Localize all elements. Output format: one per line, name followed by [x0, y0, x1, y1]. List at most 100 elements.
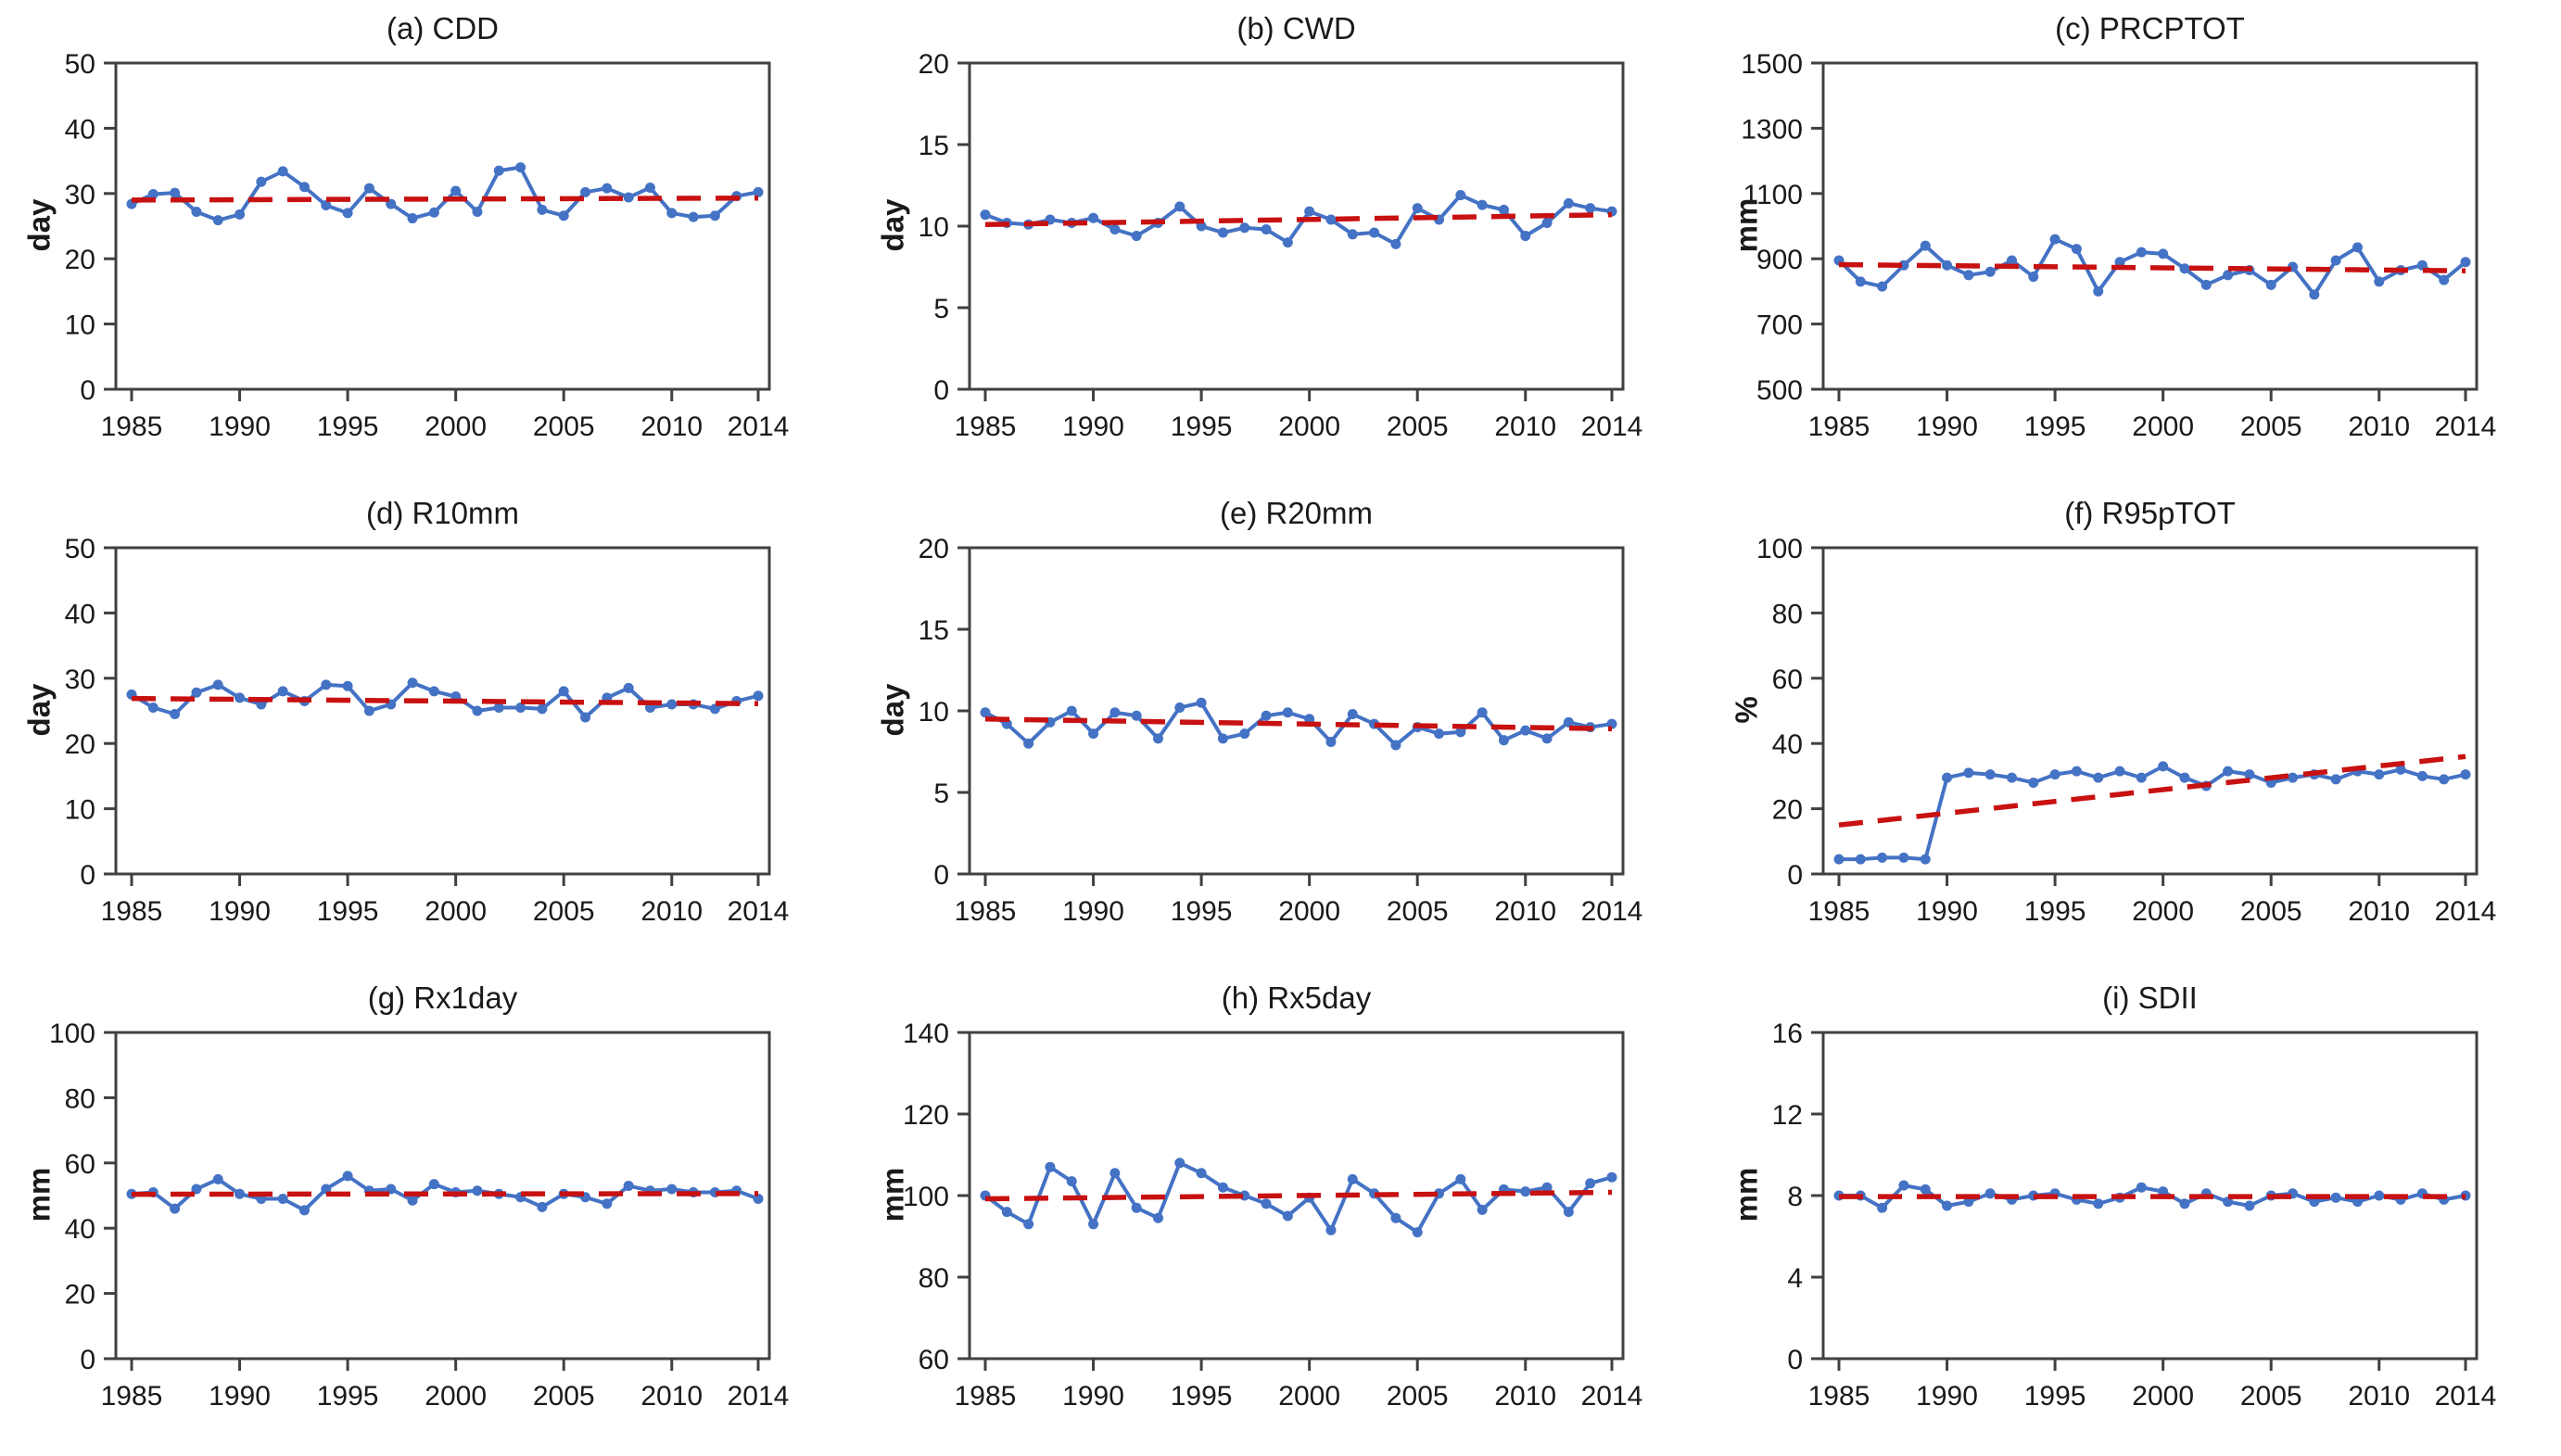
svg-text:2005: 2005 [533, 411, 595, 442]
svg-text:2000: 2000 [1278, 896, 1340, 927]
svg-text:20: 20 [919, 534, 949, 564]
svg-text:50: 50 [65, 49, 95, 80]
svg-text:1985: 1985 [101, 896, 163, 927]
svg-text:16: 16 [1772, 1019, 1803, 1049]
svg-text:1990: 1990 [209, 896, 271, 927]
svg-text:0: 0 [933, 375, 949, 406]
svg-text:140: 140 [903, 1019, 949, 1049]
svg-text:2014: 2014 [728, 411, 790, 442]
svg-text:2010: 2010 [1494, 896, 1556, 927]
svg-text:1995: 1995 [2024, 896, 2086, 927]
svg-text:2010: 2010 [640, 896, 703, 927]
svg-text:120: 120 [903, 1100, 949, 1131]
svg-text:1985: 1985 [101, 1381, 163, 1412]
chart-title-rx5day: (h) Rx5day [1221, 981, 1372, 1015]
chart-rx5day: (h) Rx5day mm 60 80 100 120 140 1985 1990 1995 2… [854, 969, 1707, 1454]
chart-r95ptot: (f) R95pTOT % 0 20 40 60 80 100 1985 1990 1995 20… [1707, 485, 2561, 969]
chart-cwd: (b) CWD day 0 5 10 15 20 1985 1990 1995 2000 2005… [854, 0, 1707, 485]
chart-title-cwd: (b) CWD [1236, 11, 1356, 45]
svg-text:10: 10 [919, 212, 949, 243]
svg-text:10: 10 [65, 310, 95, 341]
svg-text:2014: 2014 [2435, 411, 2497, 442]
svg-text:1995: 1995 [1171, 896, 1233, 927]
svg-text:2010: 2010 [2348, 1381, 2410, 1412]
svg-text:20: 20 [65, 729, 95, 760]
chart-canvas-prcptot: 500 700 900 1100 1300 1500 1985 1990 1995 2000 200… [1741, 49, 2497, 442]
svg-text:20: 20 [65, 1280, 95, 1310]
chart-canvas-sdii: 0 4 8 12 16 1985 1990 1995 2000 2005 2010 2014 [1772, 1019, 2497, 1412]
svg-text:700: 700 [1756, 310, 1803, 341]
svg-text:2005: 2005 [533, 1381, 595, 1412]
svg-text:0: 0 [1787, 1345, 1803, 1375]
svg-text:4: 4 [1787, 1263, 1803, 1294]
svg-text:1300: 1300 [1741, 114, 1803, 145]
svg-text:1990: 1990 [209, 1381, 271, 1412]
svg-text:60: 60 [65, 1149, 95, 1180]
svg-text:40: 40 [65, 114, 95, 145]
svg-text:2014: 2014 [728, 1381, 790, 1412]
svg-text:1995: 1995 [317, 1381, 379, 1412]
svg-text:2010: 2010 [2348, 411, 2410, 442]
svg-text:2010: 2010 [640, 1381, 703, 1412]
svg-text:80: 80 [1772, 599, 1803, 629]
chart-canvas-r95ptot: 0 20 40 60 80 100 1985 1990 1995 2000 2005 2010 2014 [1756, 534, 2497, 927]
chart-canvas-rx5day: 60 80 100 120 140 1985 1990 1995 2000 2005 2010 201… [903, 1019, 1642, 1412]
svg-text:2014: 2014 [1581, 411, 1643, 442]
svg-text:2014: 2014 [728, 896, 790, 927]
chart-canvas-rx1day: 0 20 40 60 80 100 1985 1990 1995 2000 2005 2010 2014 [49, 1019, 790, 1412]
chart-canvas-r10mm: 0 10 20 30 40 50 1985 1990 1995 2000 2005 2010 2014 [65, 534, 790, 927]
svg-text:2010: 2010 [2348, 896, 2410, 927]
svg-text:20: 20 [1772, 795, 1803, 826]
chart-r10mm: (d) R10mm day 0 10 20 30 40 50 1985 1990 1995 200… [0, 485, 854, 969]
svg-text:2000: 2000 [1278, 411, 1340, 442]
svg-text:10: 10 [919, 697, 949, 728]
svg-text:2014: 2014 [1581, 896, 1643, 927]
svg-text:2005: 2005 [533, 896, 595, 927]
svg-text:500: 500 [1756, 375, 1803, 406]
svg-text:50: 50 [65, 534, 95, 564]
svg-text:2005: 2005 [1387, 896, 1449, 927]
svg-text:20: 20 [919, 49, 949, 80]
chart-title-r95ptot: (f) R95pTOT [2064, 496, 2236, 530]
svg-text:1985: 1985 [1808, 896, 1870, 927]
svg-text:1985: 1985 [1808, 411, 1870, 442]
svg-text:1985: 1985 [955, 1381, 1017, 1412]
svg-text:2000: 2000 [1278, 1381, 1340, 1412]
chart-rx1day: (g) Rx1day mm 0 20 40 60 80 100 1985 1990 1995 20… [0, 969, 854, 1454]
svg-text:15: 15 [919, 131, 949, 161]
svg-text:1985: 1985 [1808, 1381, 1870, 1412]
svg-text:2000: 2000 [425, 896, 487, 927]
svg-text:2005: 2005 [2240, 896, 2302, 927]
chart-prcptot: (c) PRCPTOT mm 500 700 900 1100 1300 1500 1985… [1707, 0, 2561, 485]
svg-text:2010: 2010 [1494, 411, 1556, 442]
svg-text:0: 0 [80, 1345, 95, 1375]
svg-text:1985: 1985 [955, 411, 1017, 442]
svg-text:40: 40 [1772, 729, 1803, 760]
svg-text:1995: 1995 [317, 896, 379, 927]
chart-canvas-cwd: 0 5 10 15 20 1985 1990 1995 2000 2005 2010 2014 [919, 49, 1643, 442]
svg-text:1995: 1995 [2024, 411, 2086, 442]
svg-text:2005: 2005 [2240, 1381, 2302, 1412]
svg-text:0: 0 [1787, 860, 1803, 891]
chart-title-prcptot: (c) PRCPTOT [2055, 11, 2245, 45]
svg-text:20: 20 [65, 245, 95, 275]
svg-text:100: 100 [1756, 534, 1803, 564]
svg-text:1995: 1995 [2024, 1381, 2086, 1412]
chart-title-r20mm: (e) R20mm [1219, 496, 1374, 530]
svg-text:0: 0 [933, 860, 949, 891]
chart-canvas-cdd: 0 10 20 30 40 50 1985 1990 1995 2000 2005 2010 2014 [65, 49, 790, 442]
svg-text:1100: 1100 [1743, 180, 1803, 210]
chart-title-sdii: (i) SDII [2102, 981, 2198, 1015]
chart-title-rx1day: (g) Rx1day [367, 981, 518, 1015]
svg-text:80: 80 [65, 1083, 95, 1114]
svg-text:2014: 2014 [2435, 896, 2497, 927]
svg-text:12: 12 [1772, 1100, 1803, 1131]
svg-text:30: 30 [65, 665, 95, 695]
svg-text:40: 40 [65, 1214, 95, 1245]
svg-text:1990: 1990 [1916, 411, 1978, 442]
svg-text:1990: 1990 [209, 411, 271, 442]
svg-text:80: 80 [919, 1263, 949, 1294]
svg-text:100: 100 [49, 1019, 95, 1049]
